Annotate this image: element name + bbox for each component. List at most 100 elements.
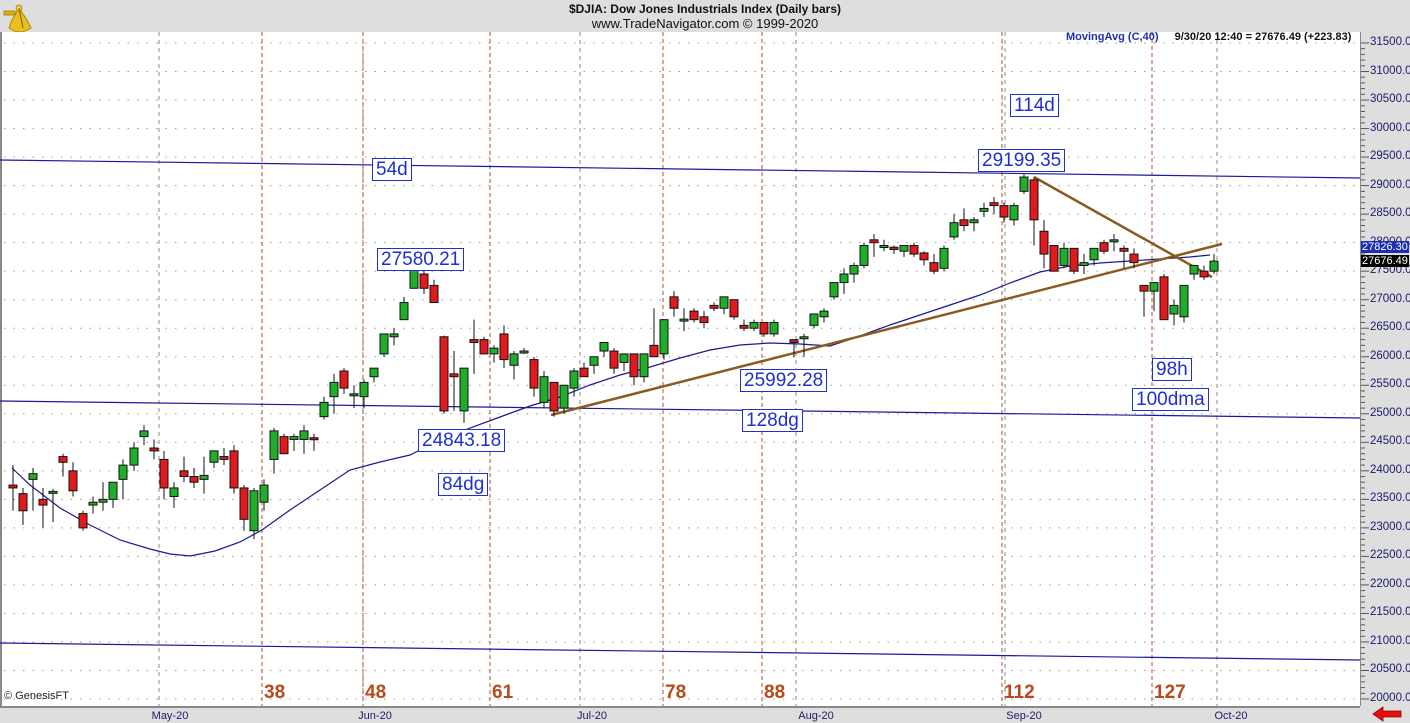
price-tick-label: 23500.0: [1370, 492, 1410, 505]
candle-body: [669, 296, 679, 309]
candle-body: [799, 336, 809, 340]
candle-body: [709, 304, 719, 309]
price-tick-label: 27000.0: [1370, 292, 1410, 305]
candle-body: [879, 245, 889, 249]
channel-line: [0, 642, 1360, 661]
credit-text: © GenesisFT: [4, 690, 69, 702]
annotation-label[interactable]: 29199.35: [978, 149, 1066, 172]
candle-body: [38, 498, 48, 506]
candle-body: [179, 470, 189, 478]
candle-body: [1119, 247, 1129, 252]
price-tick-label: 20000.0: [1370, 692, 1410, 704]
date-tick-label: Sep-20: [1006, 710, 1042, 722]
price-tick-label: 30500.0: [1370, 93, 1410, 106]
price-tick-label: 24000.0: [1370, 463, 1410, 476]
chart-subtitle: www.TradeNavigator.com © 1999-2020: [591, 16, 819, 31]
candle-body: [369, 367, 379, 378]
annotation-label[interactable]: 25992.28: [740, 369, 828, 392]
candle-body: [959, 219, 969, 227]
candle-body: [1179, 284, 1189, 318]
date-tick-label: Aug-20: [798, 710, 834, 722]
candle-body: [1059, 247, 1069, 266]
bar-count-label: 78: [665, 682, 687, 703]
scroll-left-arrow-icon[interactable]: [1372, 706, 1402, 722]
candle-body: [689, 310, 699, 321]
candle-body: [449, 373, 459, 378]
candle-body: [279, 436, 289, 455]
candle-body: [1039, 230, 1049, 255]
annotation-label[interactable]: 128dg: [742, 409, 803, 432]
candle-body: [589, 356, 599, 366]
candle-body: [8, 484, 18, 489]
candle-body: [479, 339, 489, 355]
annotation-label[interactable]: 54d: [372, 158, 412, 181]
price-tick-label: 22500.0: [1370, 549, 1410, 562]
candle-body: [139, 430, 149, 438]
annotation-label[interactable]: 27580.21: [377, 248, 465, 271]
candle-body: [199, 474, 209, 480]
candle-body: [1189, 264, 1199, 275]
candle-body: [889, 246, 899, 250]
candle-body: [289, 436, 299, 440]
candle-body: [1049, 245, 1059, 272]
candle-body: [579, 367, 589, 378]
price-tick-label: 27500.0: [1370, 264, 1410, 277]
last-price-tag: 27676.49: [1361, 255, 1409, 267]
candle-body: [649, 344, 659, 358]
price-tick-label: 26500.0: [1370, 321, 1410, 334]
candle-body: [219, 456, 229, 460]
candle-body: [759, 322, 769, 335]
price-tick-label: 30000.0: [1370, 121, 1410, 134]
candle-body: [379, 333, 389, 355]
candle-body: [909, 245, 919, 255]
candle-body: [108, 481, 118, 500]
candle-body: [1209, 260, 1219, 272]
annotation-label[interactable]: 114d: [1010, 94, 1059, 117]
price-tick-label: 29500.0: [1370, 150, 1410, 163]
price-tick-label: 26000.0: [1370, 349, 1410, 362]
annotation-label[interactable]: 24843.18: [418, 429, 506, 452]
candle-body: [1069, 247, 1079, 272]
price-tick-label: 20500.0: [1370, 663, 1410, 676]
candle-body: [349, 393, 359, 397]
candle-body: [839, 273, 849, 284]
candle-body: [929, 262, 939, 272]
candle-body: [539, 376, 549, 403]
date-axis[interactable]: May-20 Jun-20 Jul-20 Aug-20 Sep-20 Oct-20: [0, 706, 1360, 723]
candle-body: [1079, 262, 1089, 266]
candle-body: [629, 353, 639, 378]
candle-body: [88, 501, 98, 506]
candle-body: [58, 456, 68, 463]
annotation-label[interactable]: 100dma: [1132, 388, 1209, 411]
price-axis[interactable]: 31500.0 31000.0 30500.0 30000.0 29500.0 29000…: [1360, 32, 1410, 706]
date-tick-label: Jul-20: [577, 710, 607, 722]
candle-body: [389, 333, 399, 338]
candle-body: [319, 401, 329, 418]
price-tick-label: 25000.0: [1370, 406, 1410, 419]
moving-average-line: [11, 254, 1211, 557]
candle-body: [28, 473, 38, 480]
candle-body: [769, 322, 779, 335]
bar-count-label: 127: [1154, 682, 1186, 703]
candle-body: [359, 381, 369, 398]
candle-body: [979, 207, 989, 212]
candle-body: [309, 437, 319, 441]
candle-body: [989, 202, 999, 207]
candle-body: [619, 353, 629, 363]
plot-area[interactable]: [0, 32, 1360, 706]
annotation-label[interactable]: 84dg: [438, 473, 489, 496]
candle-body: [849, 264, 859, 275]
candle-body: [519, 350, 529, 354]
price-tick-label: 23000.0: [1370, 520, 1410, 533]
price-tick-label: 31500.0: [1370, 36, 1410, 48]
candle-body: [1109, 239, 1119, 243]
moving-average-label[interactable]: MovingAvg (C,40): [1066, 31, 1159, 43]
annotation-label[interactable]: 98h: [1152, 358, 1192, 381]
candle-body: [949, 222, 959, 238]
candle-body: [459, 367, 469, 412]
candle-body: [859, 245, 869, 266]
candle-body: [429, 284, 439, 304]
candle-body: [189, 476, 199, 483]
candle-body: [269, 430, 279, 460]
candlestick-chart[interactable]: [0, 0, 1360, 706]
